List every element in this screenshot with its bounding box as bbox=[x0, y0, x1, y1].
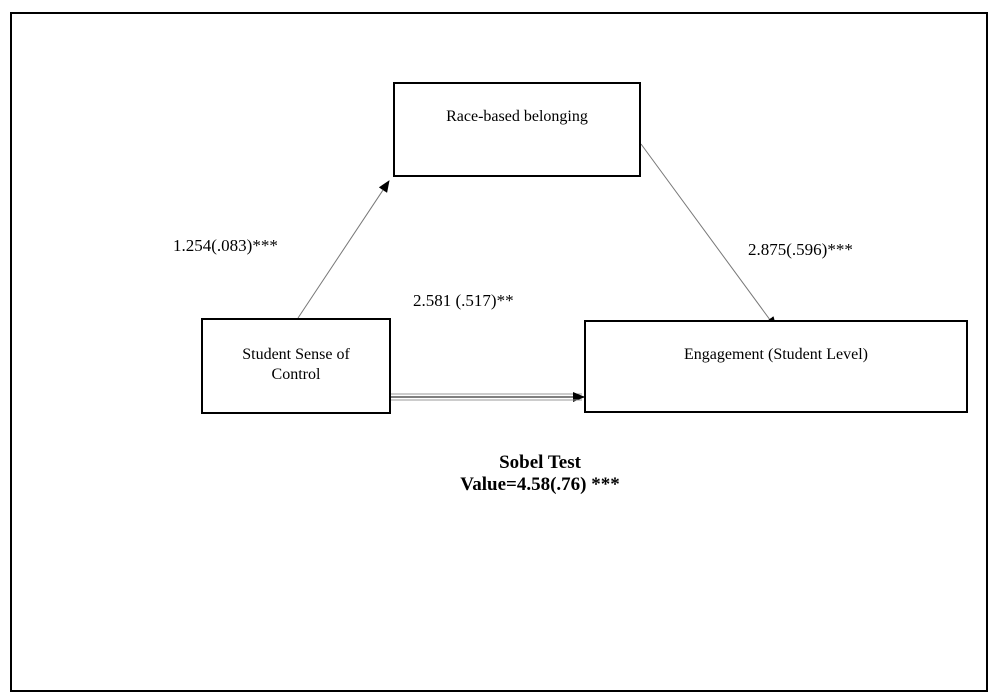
sobel-value: Value=4.58(.76) *** bbox=[460, 474, 620, 495]
path-b-coefficient: 2.875(.596)*** bbox=[748, 240, 853, 259]
mediator-node: Race-based belonging bbox=[393, 82, 641, 177]
path-c-coefficient: 2.581 (.517)** bbox=[413, 291, 514, 310]
diagram-edges bbox=[297, 143, 777, 402]
predictor-label-line1: Student Sense of bbox=[242, 346, 350, 363]
predictor-label-line2: Control bbox=[271, 366, 321, 383]
sobel-title: Sobel Test bbox=[499, 452, 581, 473]
outcome-label: Engagement (Student Level) bbox=[684, 346, 868, 363]
mediator-label: Race-based belonging bbox=[446, 108, 588, 125]
outcome-node: Engagement (Student Level) bbox=[584, 320, 968, 413]
edge-b-arrow bbox=[640, 143, 777, 329]
path-a-coefficient: 1.254(.083)*** bbox=[173, 236, 278, 255]
predictor-node: Student Sense of Control bbox=[201, 318, 391, 414]
edge-a-arrow bbox=[297, 180, 390, 319]
sobel-test-result: Sobel Test Value=4.58(.76) *** bbox=[420, 452, 660, 496]
